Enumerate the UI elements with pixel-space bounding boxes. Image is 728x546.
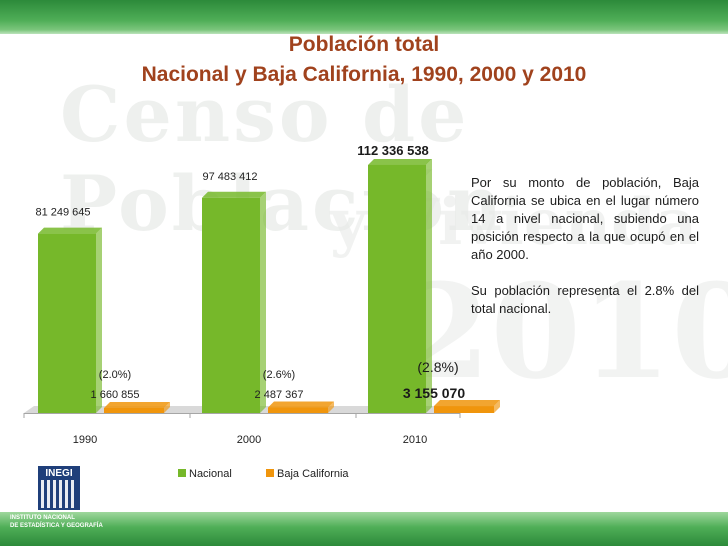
label-baja-california-2000: 2 487 367 — [255, 389, 304, 401]
bar-nacional-1990 — [38, 233, 96, 413]
bar-nacional-2000-top — [202, 191, 266, 198]
share-baja-california-1990: (2.0%) — [99, 369, 131, 381]
share-baja-california-2000: (2.6%) — [263, 369, 295, 381]
bar-nacional-2010-top — [368, 158, 432, 165]
bar-baja-california-2000 — [268, 407, 328, 413]
logo-grid-icon — [41, 480, 77, 508]
bottom-decoration-bar — [0, 512, 728, 546]
share-baja-california-2010: (2.8%) — [417, 359, 458, 375]
label-nacional-2000: 97 483 412 — [202, 171, 257, 183]
logo-acronym: INEGI — [45, 468, 73, 479]
x-tick-label-2000: 2000 — [237, 434, 261, 446]
label-baja-california-1990: 1 660 855 — [91, 389, 140, 401]
bar-baja-california-2010-top — [434, 400, 500, 407]
bar-nacional-1990-top — [38, 227, 102, 234]
inegi-logo: INEGI INSTITUTO NACIONAL DE ESTADÍSTICA … — [10, 466, 110, 544]
legend-swatch-nacional — [178, 469, 186, 477]
bar-nacional-2000-side — [260, 191, 266, 413]
chart-title: Población total Nacional y Baja Californ… — [0, 30, 728, 90]
label-nacional-2010: 112 336 538 — [357, 143, 429, 158]
bar-nacional-2010 — [368, 164, 426, 413]
logo-name-line-2: DE ESTADÍSTICA Y GEOGRAFÍA — [10, 523, 103, 529]
commentary-text: Por su monto de población, Baja Californ… — [471, 174, 699, 336]
legend-label-nacional: Nacional — [189, 468, 232, 480]
label-nacional-1990: 81 249 645 — [35, 207, 90, 219]
bar-baja-california-2010 — [434, 406, 494, 413]
logo-name-line-1: INSTITUTO NACIONAL — [10, 515, 75, 521]
bar-baja-california-2000-side — [328, 401, 334, 413]
bar-nacional-1990-side — [96, 227, 102, 413]
title-line-2: Nacional y Baja California, 1990, 2000 y… — [141, 63, 587, 86]
commentary-paragraph-1: Por su monto de población, Baja Californ… — [471, 175, 699, 262]
x-tick-label-1990: 1990 — [73, 434, 97, 446]
commentary-paragraph-2: Su población representa el 2.8% del tota… — [471, 283, 699, 316]
bar-nacional-2010-side — [426, 158, 432, 413]
bar-baja-california-1990-side — [164, 402, 170, 413]
legend-swatch-baja-california — [266, 469, 274, 477]
top-decoration-bar — [0, 0, 728, 40]
x-tick-label-2010: 2010 — [403, 434, 427, 446]
bar-baja-california-1990-top — [104, 402, 170, 408]
bar-baja-california-2000-top — [268, 401, 334, 408]
label-baja-california-2010: 3 155 070 — [403, 385, 465, 401]
bar-baja-california-1990 — [104, 408, 164, 413]
bar-baja-california-2010-side — [494, 400, 500, 413]
legend-label-baja-california: Baja California — [277, 468, 349, 480]
logo-name: INSTITUTO NACIONAL DE ESTADÍSTICA Y GEOG… — [10, 514, 110, 530]
bar-nacional-2000 — [202, 197, 260, 413]
title-line-1: Población total — [288, 33, 440, 56]
